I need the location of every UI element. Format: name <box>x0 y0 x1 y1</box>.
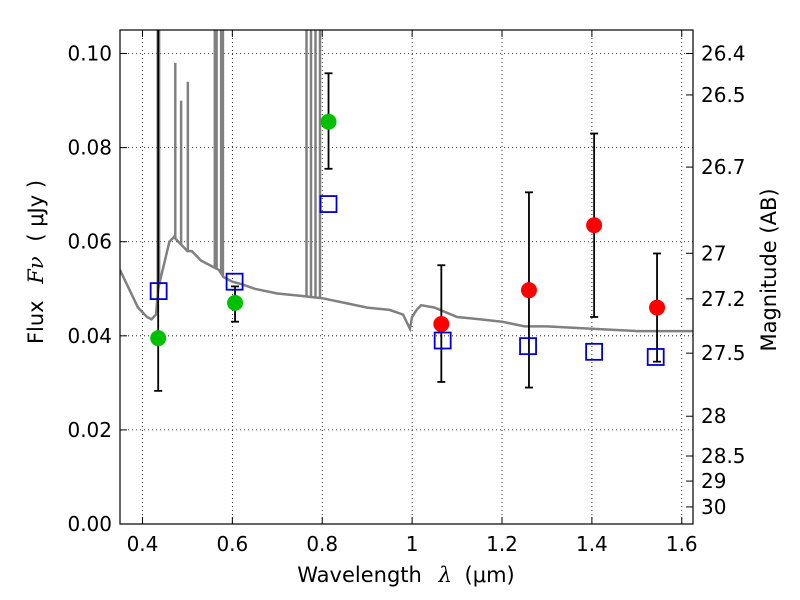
x-axis-label-symbol: λ <box>438 563 452 587</box>
green-point <box>227 294 244 311</box>
y-tick-label: 0.04 <box>67 324 112 348</box>
blue-square-marker <box>319 195 338 213</box>
y-tick-label: 0.08 <box>67 136 112 160</box>
y-tick-label: 0.06 <box>67 230 112 254</box>
blue-square-marker <box>433 331 452 350</box>
red-point <box>433 316 450 333</box>
y2-tick-label: 26.5 <box>701 83 746 107</box>
x-tick-label: 1.2 <box>486 532 518 556</box>
x-axis-label-text: Wavelength <box>297 563 422 587</box>
y2-tick-label: 27.5 <box>701 341 746 365</box>
y-axis-label: Flux Fν ( μJy ) <box>24 180 48 344</box>
y2-tick-label: 30 <box>701 495 726 519</box>
y2-tick-label: 28 <box>701 404 726 428</box>
x-axis-label: Wavelength λ (μm) <box>297 563 514 587</box>
plot-frame <box>119 29 694 525</box>
y2-tick-label: 27 <box>701 241 726 265</box>
red-point <box>520 282 537 299</box>
y-tick-label: 0.02 <box>67 418 112 442</box>
y-axis: 0.00 0.02 0.04 0.06 0.08 0.10 <box>67 42 127 536</box>
blue-square-marker <box>149 282 168 301</box>
x-axis: 0.4 0.6 0.8 1 1.2 1.4 1.6 <box>127 30 698 556</box>
x-tick-label: 0.4 <box>127 532 159 556</box>
data-points <box>149 113 666 366</box>
y-tick-label: 0.10 <box>67 42 112 66</box>
x-tick-label: 1.6 <box>666 532 698 556</box>
y-axis-label-unit: ( μJy ) <box>24 180 48 242</box>
y2-tick-label: 29 <box>701 469 726 493</box>
red-point <box>586 217 603 234</box>
y-axis-label-text: Flux <box>24 300 48 344</box>
model-continuum <box>120 235 693 333</box>
y-tick-label: 0.00 <box>67 512 112 536</box>
green-point <box>150 330 167 347</box>
y2-tick-label: 26.7 <box>701 155 746 179</box>
x-tick-label: 1.4 <box>576 532 608 556</box>
x-tick-label: 0.6 <box>216 532 248 556</box>
x-axis-label-unit: (μm) <box>465 563 515 587</box>
green-point <box>320 113 337 130</box>
blue-square-marker <box>519 337 537 356</box>
y2-tick-label: 27.2 <box>701 287 746 311</box>
y-axis-label-symbol: Fν <box>24 256 48 285</box>
blue-square-marker <box>585 342 604 361</box>
x-tick-label: 0.8 <box>306 532 338 556</box>
blue-square-marker <box>225 272 244 291</box>
y2-axis-label: Magnitude (AB) <box>757 188 781 351</box>
x-tick-label: 1 <box>406 532 419 556</box>
y2-tick-label: 28.5 <box>701 444 746 468</box>
y2-tick-label: 26.4 <box>701 42 746 66</box>
red-point <box>649 299 666 316</box>
blue-square-marker <box>646 348 665 366</box>
